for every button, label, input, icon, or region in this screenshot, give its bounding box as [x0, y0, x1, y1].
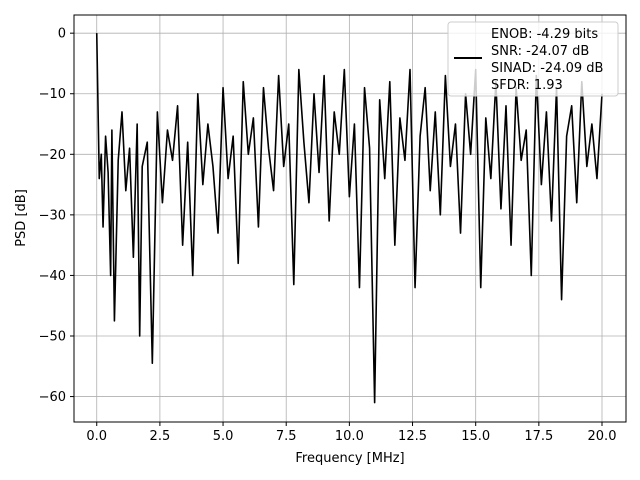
plot-area — [95, 33, 603, 404]
axes-frame — [73, 14, 627, 423]
y-tick-label: −10 — [39, 87, 66, 102]
x-tick-label: 0.0 — [86, 429, 107, 444]
legend-entry-snr: SNR: -24.07 dB — [491, 44, 589, 59]
x-tick-label: 17.5 — [524, 429, 553, 444]
y-tick-label: 0 — [58, 27, 66, 42]
y-axis-ticks: 0 −10 −20 −30 −40 −50 −60 — [39, 27, 74, 405]
y-tick-label: −30 — [39, 208, 66, 223]
x-tick-label: 10.0 — [335, 429, 364, 444]
y-axis-label: PSD [dB] — [14, 189, 29, 247]
x-tick-label: 2.5 — [150, 429, 171, 444]
y-tick-label: −20 — [39, 148, 66, 163]
y-tick-label: −50 — [39, 329, 66, 344]
legend-entry-enob: ENOB: -4.29 bits — [491, 27, 598, 42]
y-tick-label: −60 — [39, 390, 66, 405]
x-tick-label: 7.5 — [276, 429, 297, 444]
x-tick-label: 12.5 — [398, 429, 427, 444]
legend: ENOB: -4.29 bits SNR: -24.07 dB SINAD: -… — [447, 21, 619, 97]
legend-box — [447, 21, 619, 97]
legend-entry-sfdr: SFDR: 1.93 — [491, 78, 563, 93]
x-tick-label: 15.0 — [461, 429, 490, 444]
x-tick-label: 5.0 — [213, 429, 234, 444]
x-axis-label: Frequency [MHz] — [295, 451, 404, 466]
legend-entry-sinad: SINAD: -24.09 dB — [491, 61, 603, 76]
psd-series-line — [95, 33, 603, 404]
y-tick-label: −40 — [39, 269, 66, 284]
x-tick-label: 20.0 — [588, 429, 617, 444]
x-axis-ticks: 0.0 2.5 5.0 7.5 10.0 12.5 15.0 17.5 20.0 — [86, 422, 616, 444]
